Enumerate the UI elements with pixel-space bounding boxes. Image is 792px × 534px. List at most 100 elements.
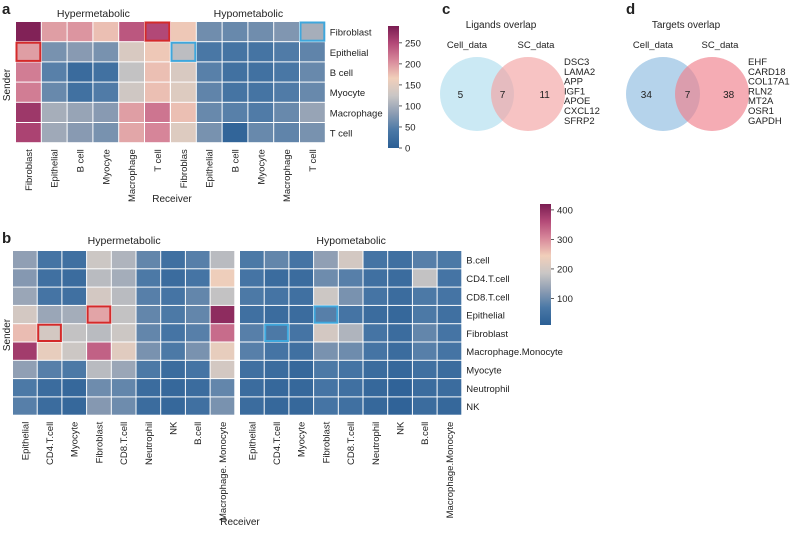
heat-cell xyxy=(67,62,93,82)
venn-count-both: 7 xyxy=(685,90,691,101)
heat-cell xyxy=(300,22,325,42)
heat-cell xyxy=(388,379,412,397)
highlight-box xyxy=(86,305,112,324)
heat-cell xyxy=(248,42,274,62)
heat-cell xyxy=(37,269,62,287)
heat-cell xyxy=(274,42,299,62)
heat-cell xyxy=(41,62,67,82)
heat-cell xyxy=(62,360,87,379)
colorbar-tick-label: 200 xyxy=(557,264,573,275)
heat-cell xyxy=(222,42,248,62)
heat-cell xyxy=(412,342,437,360)
heat-cell xyxy=(37,342,62,360)
column-tick-label: Neutrophil xyxy=(144,422,155,465)
heat-cell xyxy=(119,123,144,143)
heat-cell xyxy=(161,269,185,287)
overlap-gene: MT2A xyxy=(748,96,774,107)
heat-cell xyxy=(119,62,144,82)
heat-cell xyxy=(37,324,62,342)
heat-cell xyxy=(87,251,111,269)
colorbar-tick-label: 300 xyxy=(557,235,573,246)
venn-count-right: 11 xyxy=(539,90,550,101)
heat-cell xyxy=(412,397,437,415)
heat-cell xyxy=(240,324,264,342)
heat-cell xyxy=(248,123,274,143)
heat-cell xyxy=(111,397,136,415)
heat-cell xyxy=(41,102,67,122)
heat-cell xyxy=(87,305,111,324)
heat-cell xyxy=(264,342,289,360)
colorbar-tick-label: 150 xyxy=(405,80,421,91)
heat-cell xyxy=(37,251,62,269)
heat-cell xyxy=(264,360,289,379)
heat-cell xyxy=(388,324,412,342)
group-title: Hypometabolic xyxy=(214,8,283,20)
venn-count-left: 5 xyxy=(458,90,464,101)
column-tick-label: Macrophage xyxy=(282,149,293,202)
heat-cell xyxy=(338,324,363,342)
heat-cell xyxy=(210,324,235,342)
highlight-box xyxy=(144,21,171,42)
heat-cell xyxy=(274,22,299,42)
heat-cell xyxy=(314,287,338,305)
heat-cell xyxy=(62,342,87,360)
heat-cell xyxy=(264,324,289,342)
heat-cell xyxy=(274,62,299,82)
heat-cell xyxy=(87,360,111,379)
column-tick-label: Epithelial xyxy=(50,149,61,188)
overlap-gene: GAPDH xyxy=(748,116,782,127)
column-tick-label: Macrophage.Monocyte xyxy=(445,422,456,519)
heat-cell xyxy=(210,342,235,360)
heat-cell xyxy=(93,22,119,42)
heat-cell xyxy=(145,123,170,143)
column-tick-label: NK xyxy=(396,421,407,435)
heat-cell xyxy=(41,22,67,42)
heat-cell xyxy=(388,360,412,379)
heat-cell xyxy=(222,22,248,42)
heat-cell xyxy=(62,397,87,415)
heat-cell xyxy=(264,269,289,287)
column-tick-label: Epithelial xyxy=(205,149,216,188)
row-tick-label: CD8.T.cell xyxy=(466,292,509,303)
row-tick-label: Fibroblast xyxy=(466,329,508,340)
heat-cell xyxy=(41,123,67,143)
heat-cell xyxy=(111,379,136,397)
heat-cell xyxy=(240,397,264,415)
heat-cell xyxy=(145,102,170,122)
heat-cell xyxy=(41,42,67,62)
overlap-gene: APP xyxy=(564,77,583,88)
heat-cell xyxy=(240,269,264,287)
heat-cell xyxy=(87,269,111,287)
heat-cell xyxy=(264,287,289,305)
column-tick-label: Myocyte xyxy=(297,422,308,457)
heat-cell xyxy=(185,342,210,360)
heat-cell xyxy=(13,342,37,360)
heat-cell xyxy=(136,269,161,287)
heat-cell xyxy=(196,123,222,143)
heat-cell xyxy=(248,22,274,42)
heat-cell xyxy=(248,102,274,122)
row-tick-label: NK xyxy=(466,402,480,413)
heat-cell xyxy=(210,305,235,324)
heat-cell xyxy=(87,342,111,360)
heat-cell xyxy=(289,305,314,324)
row-tick-label: Macrophage.Monocyte xyxy=(466,347,563,358)
venn-title: Targets overlap xyxy=(652,20,721,31)
heat-cell xyxy=(338,360,363,379)
heat-cell xyxy=(87,379,111,397)
column-tick-label: CD4.T.cell xyxy=(272,422,283,465)
row-tick-label: Myocyte xyxy=(330,88,365,99)
heat-cell xyxy=(62,287,87,305)
heat-cell xyxy=(363,305,388,324)
row-tick-label: Epithelial xyxy=(330,48,369,59)
heat-cell xyxy=(363,269,388,287)
heat-cell xyxy=(222,82,248,102)
row-tick-label: Neutrophil xyxy=(466,384,509,395)
venn-circle-right xyxy=(675,57,749,131)
highlight-box xyxy=(264,323,289,343)
column-tick-label: CD8.T.cell xyxy=(346,422,357,465)
heat-cell xyxy=(136,397,161,415)
y-axis-title: Sender xyxy=(2,318,13,351)
heat-cell xyxy=(210,379,235,397)
venn-title: Ligands overlap xyxy=(466,20,537,31)
